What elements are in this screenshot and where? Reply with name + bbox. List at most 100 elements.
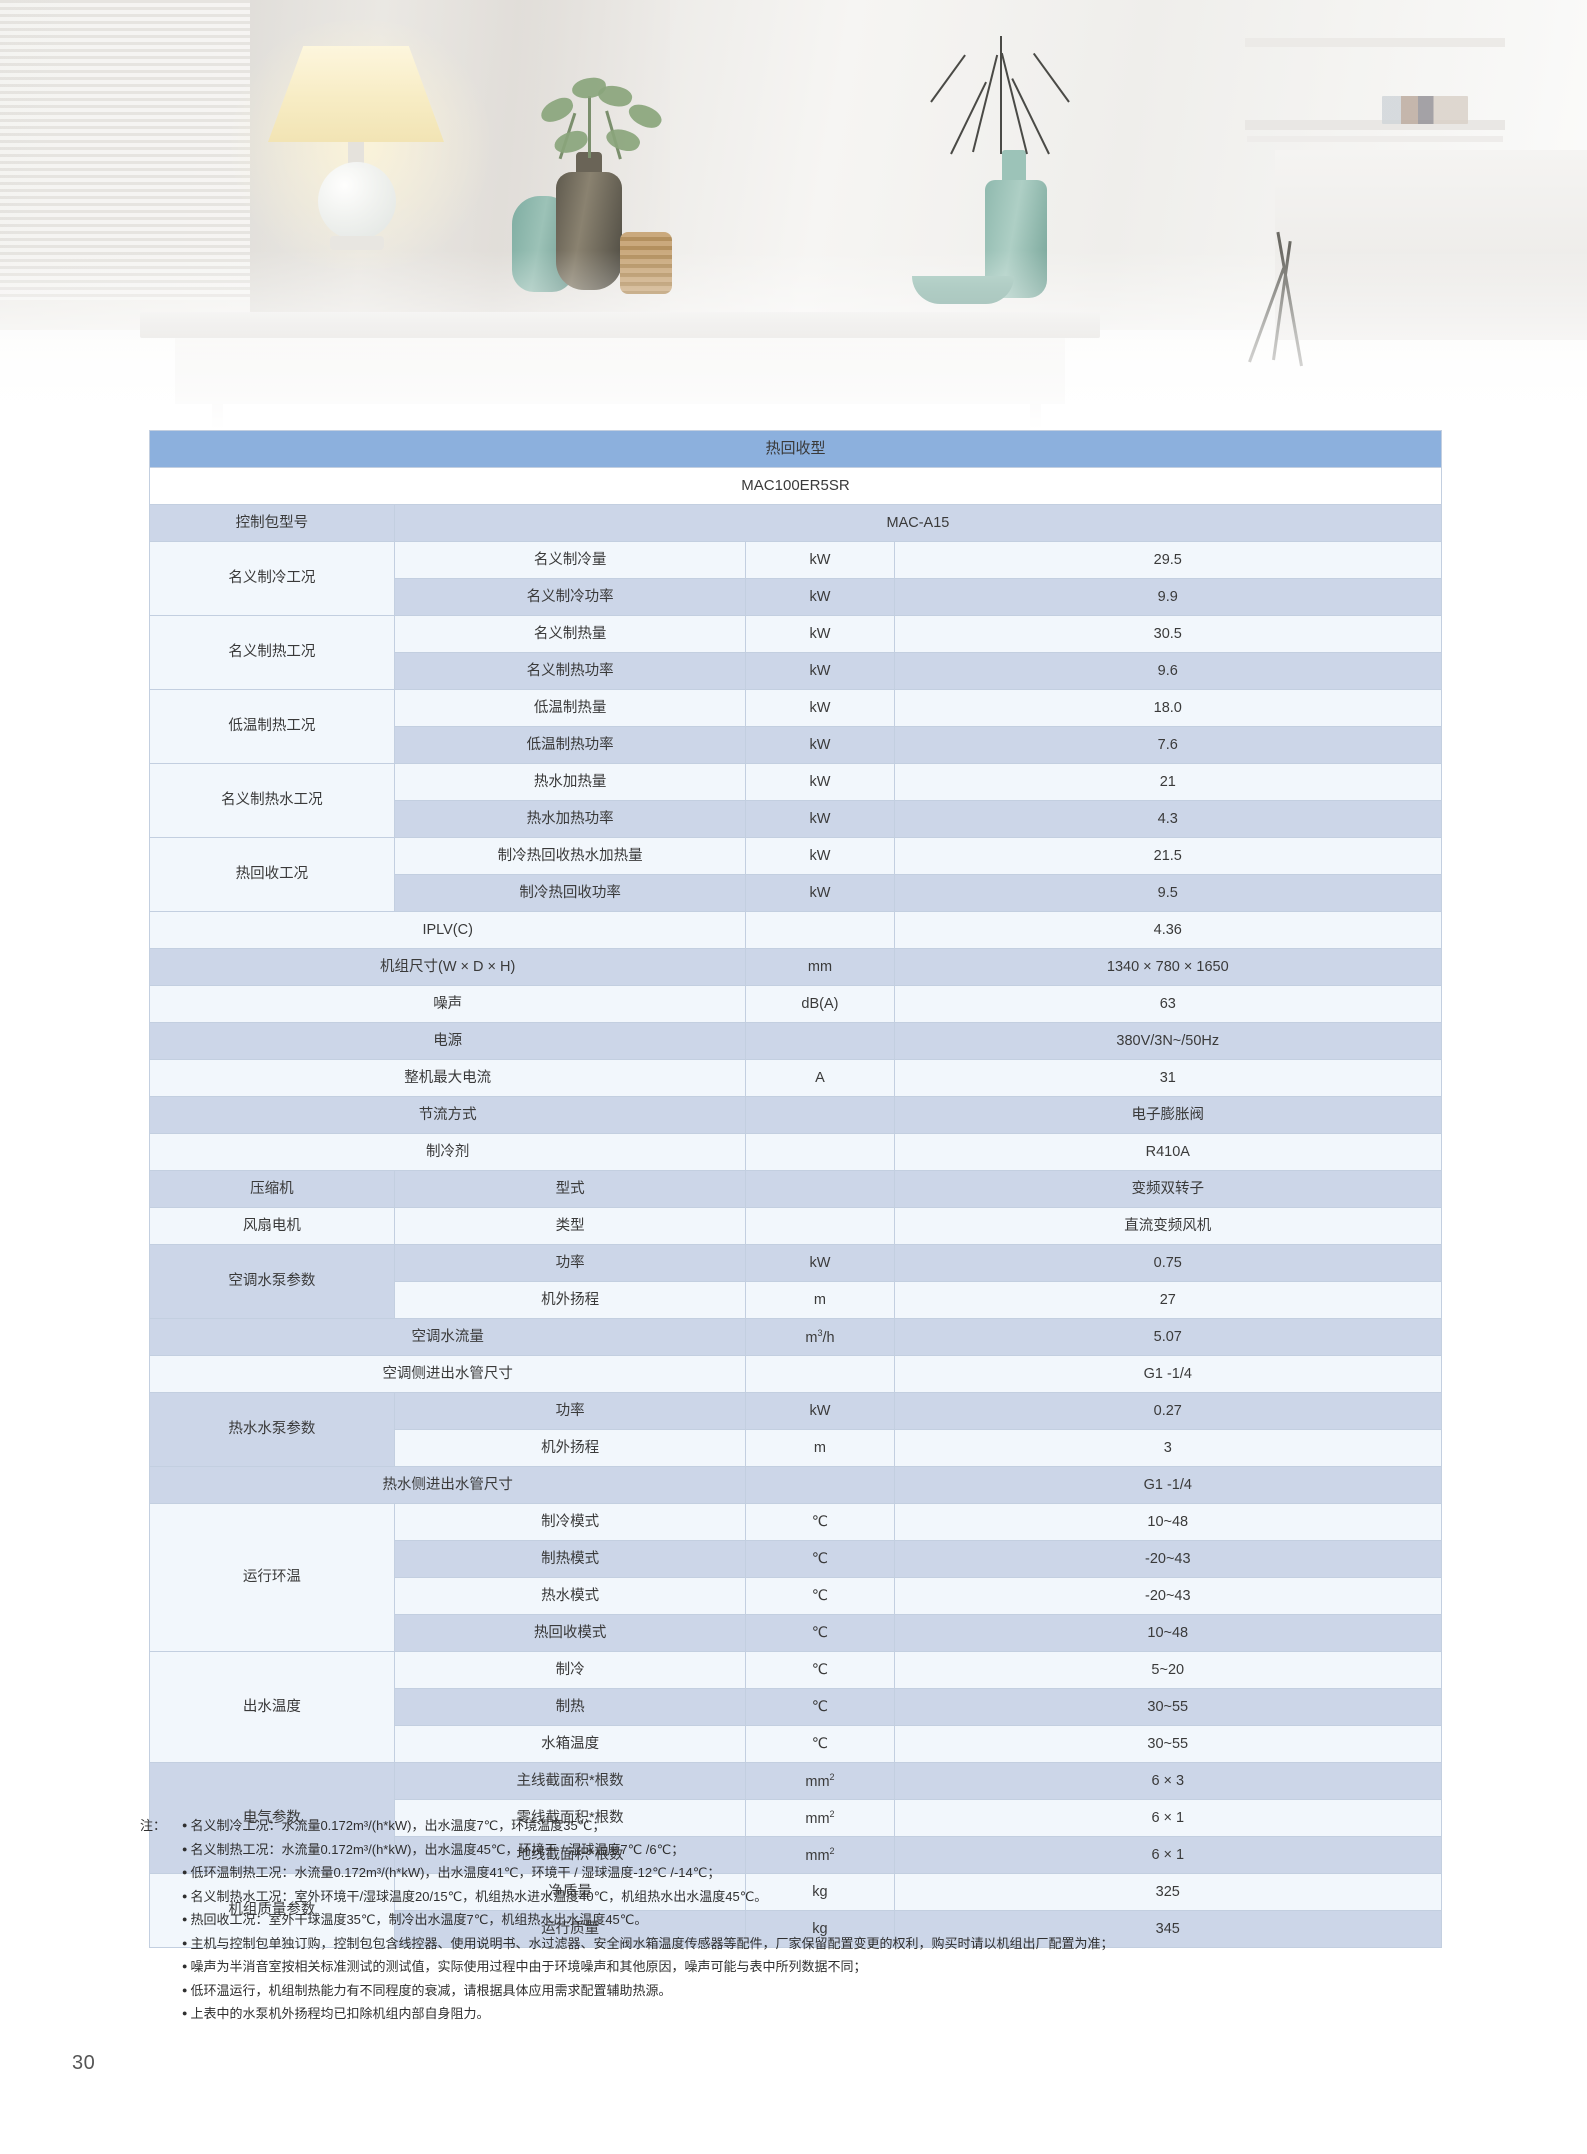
table-title: 热回收型: [149, 430, 1442, 468]
param-label: 机外扬程: [393, 1281, 747, 1319]
table-row: 机外扬程 m 27: [150, 1281, 1443, 1319]
value-cell: 27: [893, 1281, 1443, 1319]
note-item: 主机与控制包单独订购，控制包包含线控器、使用说明书、水过滤器、安全阀水箱温度传感…: [182, 1933, 1470, 1957]
table-row: 热回收模式 ℃ 10~48: [150, 1614, 1443, 1652]
unit-exponent: 2: [829, 1808, 835, 1819]
table-row: 低温制热工况 低温制热量 kW 18.0: [149, 689, 1443, 764]
value-cell: 30~55: [893, 1688, 1443, 1726]
control-pack-value: MAC-A15: [393, 504, 1443, 542]
value-cell: 1340 × 780 × 1650: [893, 948, 1443, 986]
unit-cell: ℃: [745, 1503, 895, 1541]
table-row: 电气参数 主线截面积*根数 mm2 6 × 3: [149, 1762, 1443, 1874]
lamp-base: [330, 236, 384, 250]
value-cell: 5~20: [893, 1651, 1443, 1689]
table-title-row: 热回收型: [149, 430, 1442, 468]
unit-tail: /h: [822, 1329, 835, 1346]
param-label: 电源: [148, 1022, 747, 1060]
dried-branch: [1000, 36, 1002, 154]
param-label: 热回收模式: [393, 1614, 747, 1652]
page-number: 30: [72, 2052, 96, 2074]
param-label: 功率: [393, 1392, 747, 1430]
value-cell: 30.5: [893, 615, 1443, 653]
unit-cell: kW: [745, 837, 895, 875]
param-label: 空调侧进出水管尺寸: [148, 1355, 747, 1393]
value-cell: 0.27: [893, 1392, 1443, 1430]
group-label: 压缩机: [149, 1170, 395, 1208]
param-label: 名义制热功率: [393, 652, 747, 690]
value-cell: G1 -1/4: [893, 1466, 1443, 1504]
unit-cell: mm2: [745, 1762, 895, 1800]
notes-list: 名义制冷工况：水流量0.172m³/(h*kW)，出水温度7℃，环境温度35℃；…: [140, 1815, 1470, 2027]
param-label: 制热模式: [393, 1540, 747, 1578]
unit-cell: m3/h: [745, 1318, 895, 1356]
unit-cell: [745, 1207, 895, 1245]
unit-cell: kW: [745, 1392, 895, 1430]
table-row: 空调侧进出水管尺寸 G1 -1/4: [148, 1355, 1443, 1393]
table-row: 水箱温度 ℃ 30~55: [150, 1725, 1443, 1763]
table-row: 风扇电机 类型 直流变频风机: [149, 1207, 1443, 1245]
unit-cell: kW: [745, 689, 895, 727]
hero-photo: [0, 0, 1587, 430]
param-label: 制冷热回收功率: [393, 874, 747, 912]
green-vase-neck: [1002, 150, 1026, 184]
value-cell: 6 × 3: [893, 1762, 1443, 1800]
table-row: 名义制冷工况 名义制冷量 kW 29.5: [149, 541, 1443, 616]
unit-cell: [745, 1355, 895, 1393]
group-label: 运行环温: [149, 1503, 395, 1652]
param-label: 空调水流量: [148, 1318, 747, 1356]
unit-cell: ℃: [745, 1651, 895, 1689]
unit-cell: kW: [745, 541, 895, 579]
value-cell: 4.36: [893, 911, 1443, 949]
value-cell: 7.6: [893, 726, 1443, 764]
value-cell: 31: [893, 1059, 1443, 1097]
note-item: 低环温制热工况：水流量0.172m³/(h*kW)，出水温度41℃，环境干 / …: [182, 1862, 1470, 1886]
value-cell: 9.5: [893, 874, 1443, 912]
unit-cell: m: [745, 1429, 895, 1467]
unit-cell: ℃: [745, 1540, 895, 1578]
table-row: 控制包型号 MAC-A15: [149, 504, 1443, 542]
photo-fade-overlay: [0, 250, 1587, 430]
param-label: 热水加热功率: [393, 800, 747, 838]
unit-cell: ℃: [745, 1688, 895, 1726]
param-label: 制冷剂: [148, 1133, 747, 1171]
unit-cell: A: [745, 1059, 895, 1097]
table-row: 制热 ℃ 30~55: [150, 1688, 1443, 1726]
table-row: 制冷热回收功率 kW 9.5: [150, 874, 1443, 912]
param-label: 型式: [393, 1170, 747, 1208]
value-cell: 9.9: [893, 578, 1443, 616]
lamp-neck: [348, 142, 364, 168]
group-label: 名义制冷工况: [149, 541, 395, 616]
unit-base: mm: [805, 1773, 830, 1790]
table-row: 制冷剂 R410A: [148, 1133, 1443, 1171]
group-label: 热水水泵参数: [149, 1392, 395, 1467]
param-label: 名义制热量: [393, 615, 747, 653]
param-label: 类型: [393, 1207, 747, 1245]
unit-cell: ℃: [745, 1725, 895, 1763]
value-cell: 直流变频风机: [893, 1207, 1443, 1245]
value-cell: 5.07: [893, 1318, 1443, 1356]
param-label: 热水加热量: [393, 763, 747, 801]
group-label: 空调水泵参数: [149, 1244, 395, 1319]
unit-cell: m: [745, 1281, 895, 1319]
unit-cell: kW: [745, 652, 895, 690]
value-cell: 380V/3N~/50Hz: [893, 1022, 1443, 1060]
param-label: 低温制热量: [393, 689, 747, 727]
table-model-row: MAC100ER5SR: [149, 467, 1442, 505]
param-label: 制冷: [393, 1651, 747, 1689]
control-pack-label: 控制包型号: [149, 504, 395, 542]
unit-cell: kW: [745, 800, 895, 838]
unit-exponent: 2: [829, 1771, 835, 1782]
spec-sheet: 热回收型 MAC100ER5SR 控制包型号 MAC-A15 名义制冷工况 名义…: [0, 430, 1587, 1948]
param-label: 热水模式: [393, 1577, 747, 1615]
table-row: 节流方式 电子膨胀阀: [148, 1096, 1443, 1134]
unit-cell: kW: [745, 615, 895, 653]
value-cell: G1 -1/4: [893, 1355, 1443, 1393]
table-row: 热水侧进出水管尺寸 G1 -1/4: [148, 1466, 1443, 1504]
note-item: 低环温运行，机组制热能力有不同程度的衰减，请根据具体应用需求配置辅助热源。: [182, 1980, 1470, 2004]
param-label: 整机最大电流: [148, 1059, 747, 1097]
table-row: 名义制热功率 kW 9.6: [150, 652, 1443, 690]
value-cell: 30~55: [893, 1725, 1443, 1763]
unit-cell: [745, 1170, 895, 1208]
value-cell: 10~48: [893, 1614, 1443, 1652]
param-label: 热水侧进出水管尺寸: [148, 1466, 747, 1504]
